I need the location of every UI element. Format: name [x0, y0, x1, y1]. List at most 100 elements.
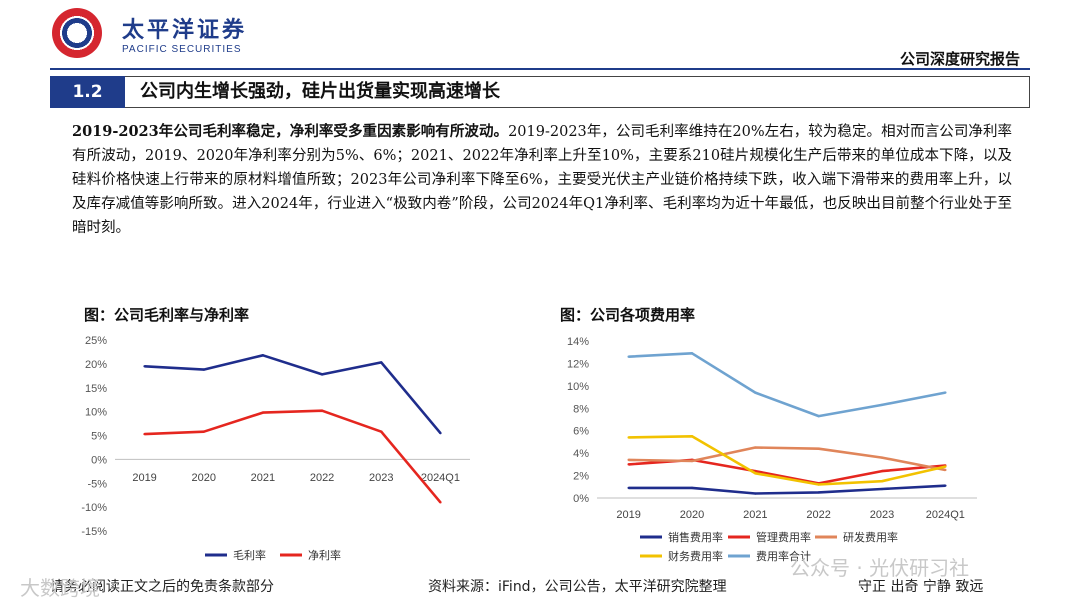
data-point: [627, 458, 630, 462]
data-point: [439, 431, 442, 435]
section-title: 公司内生增长强劲，硅片出货量实现高速增长: [140, 81, 500, 102]
data-point: [817, 483, 820, 486]
footer-disclaimer: 请务必阅读正文之后的免责条款部分: [50, 579, 274, 595]
x-tick-label: 2020: [680, 509, 704, 521]
data-point: [817, 447, 820, 450]
y-tick-label: 14%: [567, 336, 589, 348]
footer-source: 资料来源：iFind，公司公告，太平洋研究院整理: [428, 579, 727, 595]
legend-label: 毛利率: [233, 548, 266, 562]
data-point: [380, 361, 383, 364]
body-text: 2019-2023年，公司毛利率维持在20%左右，较为稳定。相对而言公司净利率有…: [72, 124, 1013, 236]
report-type: 公司深度研究报告: [899, 50, 1020, 68]
y-tick-label: 0%: [91, 454, 107, 466]
data-point: [320, 373, 324, 376]
y-tick-label: 25%: [85, 335, 107, 347]
data-point: [754, 391, 757, 394]
y-tick-label: -5%: [87, 478, 107, 490]
legend-label: 净利率: [308, 548, 341, 562]
brand-logo: [52, 8, 102, 58]
x-tick-label: 2022: [806, 509, 830, 521]
data-point: [320, 409, 324, 412]
data-point: [880, 456, 884, 459]
data-point: [627, 486, 630, 490]
legend-label: 财务费用率: [668, 549, 723, 563]
data-point: [817, 414, 820, 418]
series-line-5: [628, 351, 946, 418]
x-tick-label: 2021: [743, 509, 767, 521]
y-tick-label: 10%: [567, 381, 589, 393]
data-point: [690, 435, 694, 438]
series-line-2: [144, 409, 442, 504]
margin-chart: 25% 20% 15% 10% 5% 0% -5% -10% -15% 2019 2020 2021 2…: [81, 335, 470, 562]
data-point: [627, 355, 630, 358]
y-tick-label: 6%: [573, 426, 589, 438]
data-point: [690, 459, 694, 463]
data-point: [754, 446, 757, 449]
brand-name-cn: 太平洋证券: [122, 18, 248, 43]
data-point: [754, 472, 757, 475]
series-line-1: [628, 484, 946, 495]
x-tick-label: 2019: [132, 472, 156, 484]
x-tick-label: 2019: [616, 509, 640, 521]
data-point: [380, 430, 383, 433]
data-point: [627, 463, 630, 466]
data-point: [754, 492, 757, 495]
data-point: [202, 368, 205, 371]
data-point: [944, 468, 947, 472]
y-tick-label: 10%: [85, 407, 107, 419]
chart-title-margin: 图：公司毛利率与净利率: [84, 306, 250, 324]
section-number: 1.2: [50, 76, 125, 108]
series-line-4: [628, 435, 946, 486]
x-tick-label: 2024Q1: [926, 509, 965, 521]
legend-label: 销售费用率: [668, 530, 723, 544]
section-bar: [50, 76, 1030, 108]
x-tick-label: 2023: [369, 472, 393, 484]
y-tick-label: -10%: [81, 502, 107, 514]
x-tick-label: 2023: [870, 509, 894, 521]
chart-title-expense: 图：公司各项费用率: [560, 306, 696, 324]
data-point: [261, 411, 265, 414]
data-point: [143, 365, 146, 368]
data-point: [817, 491, 820, 494]
x-tick-label: 2022: [310, 472, 334, 484]
y-tick-label: 12%: [567, 358, 589, 370]
data-point: [690, 486, 694, 490]
y-tick-label: -15%: [81, 526, 107, 538]
y-tick-label: 5%: [91, 431, 107, 443]
y-tick-label: 15%: [85, 383, 107, 395]
data-point: [690, 352, 694, 355]
footer-motto: 守正 出奇 宁静 致远: [858, 579, 984, 595]
body-paragraph: 2019-2023年公司毛利率稳定，净利率受多重因素影响有所波动。2019-20…: [72, 120, 1012, 240]
data-point: [202, 430, 205, 433]
y-tick-label: 2%: [573, 471, 589, 483]
series-line-3: [628, 446, 946, 472]
data-point: [880, 479, 884, 483]
x-tick-label: 2020: [192, 472, 216, 484]
watermark-right: 公众号 · 光伏研习社: [790, 556, 970, 580]
legend-label: 费用率合计: [756, 549, 811, 563]
data-point: [627, 436, 630, 439]
expense-chart: 14% 12% 10% 8% 6% 4% 2% 0% 2019 2020 2021 2022 2023 2…: [567, 336, 977, 563]
legend-label: 研发费用率: [843, 530, 898, 544]
data-point: [880, 469, 884, 473]
data-point: [880, 403, 884, 407]
data-point: [261, 354, 265, 357]
x-tick-label: 2021: [251, 472, 275, 484]
y-tick-label: 20%: [85, 359, 107, 371]
data-point: [944, 391, 947, 394]
data-point: [880, 487, 884, 491]
legend-label: 管理费用率: [756, 530, 811, 544]
y-tick-label: 4%: [573, 448, 589, 460]
data-point: [143, 432, 146, 436]
x-tick-label: 2024Q1: [421, 472, 460, 484]
body-lead: 2019-2023年公司毛利率稳定，净利率受多重因素影响有所波动。: [72, 123, 509, 140]
y-tick-label: 0%: [573, 493, 589, 505]
header-divider: [50, 68, 1030, 70]
series-line-1: [144, 353, 442, 434]
brand-name-en: PACIFIC SECURITIES: [122, 44, 242, 55]
y-tick-label: 8%: [573, 403, 589, 415]
watermark-left: 大数跨境: [20, 576, 100, 600]
data-point: [944, 465, 947, 468]
data-point: [944, 484, 947, 487]
data-point: [439, 501, 442, 504]
